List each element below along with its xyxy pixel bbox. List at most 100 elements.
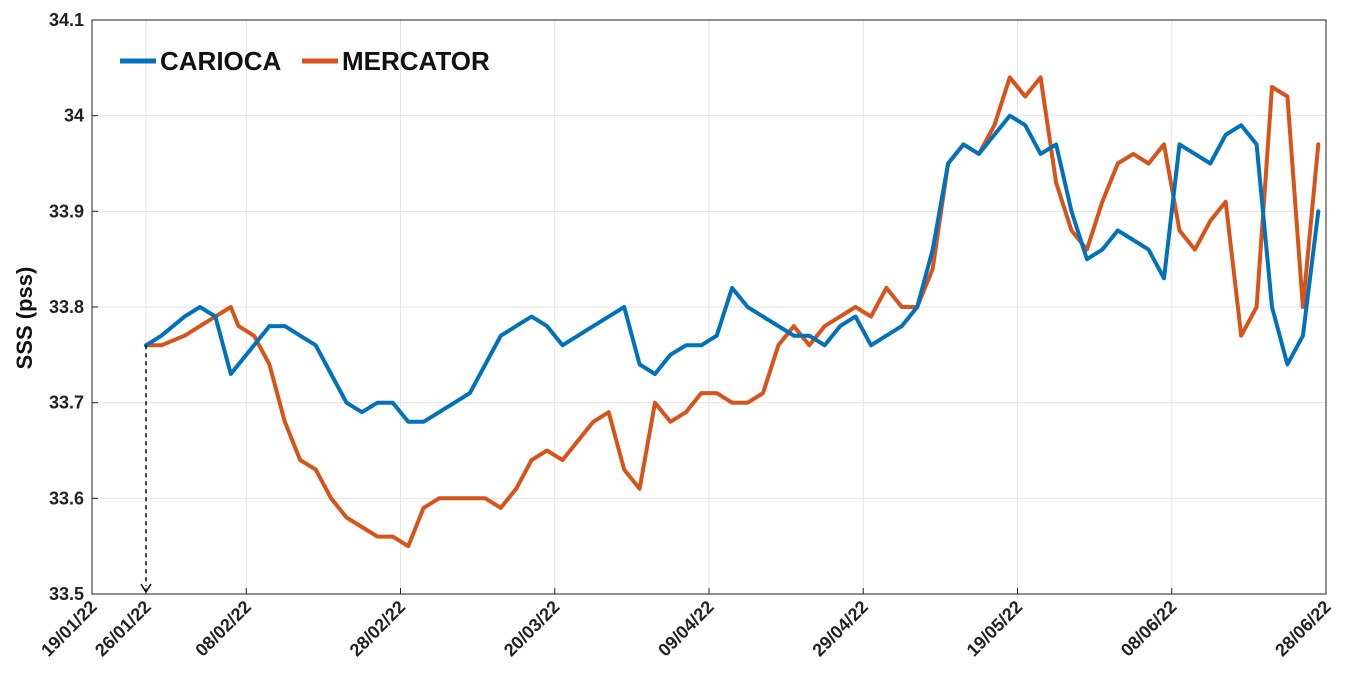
data-point-carioca xyxy=(854,315,857,319)
series-line-mercator xyxy=(144,75,1321,549)
x-tick-label: 09/04/22 xyxy=(654,597,718,661)
y-tick-label: 34 xyxy=(64,106,84,126)
data-point-mercator xyxy=(437,496,441,500)
data-point-mercator xyxy=(545,449,549,452)
data-point-mercator xyxy=(1270,85,1274,89)
data-point-mercator xyxy=(715,391,719,395)
data-point-mercator xyxy=(869,315,873,319)
data-point-carioca xyxy=(1208,162,1212,165)
data-point-carioca xyxy=(406,420,410,424)
data-point-carioca xyxy=(183,315,187,319)
data-point-carioca xyxy=(776,324,780,328)
data-point-mercator xyxy=(1100,200,1104,204)
data-point-carioca xyxy=(1224,133,1228,137)
data-point-carioca xyxy=(499,334,503,338)
series-lines xyxy=(144,75,1321,549)
data-point-mercator xyxy=(776,343,780,347)
data-point-carioca xyxy=(229,372,233,376)
data-point-carioca xyxy=(159,334,163,338)
data-point-mercator xyxy=(1301,305,1305,309)
data-point-carioca xyxy=(1270,305,1274,309)
data-point-carioca xyxy=(730,286,734,290)
data-point-carioca xyxy=(1116,229,1120,232)
data-point-mercator xyxy=(406,544,410,548)
data-point-carioca xyxy=(213,315,217,319)
data-point-mercator xyxy=(1039,75,1043,79)
data-point-mercator xyxy=(807,343,811,347)
data-point-carioca xyxy=(962,142,965,146)
y-tick-label: 33.7 xyxy=(49,393,84,413)
y-tick-label: 33.9 xyxy=(49,201,84,221)
x-tick-label: 20/03/22 xyxy=(500,597,564,661)
data-point-mercator xyxy=(183,334,187,338)
data-point-carioca xyxy=(838,324,842,328)
data-point-carioca xyxy=(884,334,888,338)
data-point-mercator xyxy=(992,123,996,127)
data-point-carioca xyxy=(761,315,765,319)
data-point-carioca xyxy=(545,324,549,328)
data-point-mercator xyxy=(699,391,703,395)
data-point-carioca xyxy=(900,324,904,328)
data-point-mercator xyxy=(1285,95,1289,98)
data-point-mercator xyxy=(838,315,842,319)
data-point-mercator xyxy=(576,439,580,443)
data-point-carioca xyxy=(422,420,426,424)
data-point-carioca xyxy=(1239,123,1243,127)
data-point-mercator xyxy=(1131,152,1135,156)
data-point-mercator xyxy=(622,468,626,472)
x-tick-label: 19/05/22 xyxy=(963,597,1027,661)
legend: CARIOCA MERCATOR xyxy=(120,46,490,76)
data-point-carioca xyxy=(1255,142,1259,146)
data-point-mercator xyxy=(561,458,564,462)
data-point-mercator xyxy=(283,420,287,424)
data-point-carioca xyxy=(1162,276,1166,280)
data-point-mercator xyxy=(684,410,688,414)
data-point-carioca xyxy=(792,334,796,338)
annotation-arrowhead xyxy=(140,583,152,594)
legend-label-mercator: MERCATOR xyxy=(342,46,490,76)
data-point-carioca xyxy=(699,343,703,347)
axis-ticks: 33.5 33.6 33.7 33.8 33.9 34 34.1 19/01/2226/01/… xyxy=(37,10,1335,660)
data-point-carioca xyxy=(715,334,719,338)
data-point-mercator xyxy=(607,410,611,414)
data-point-carioca xyxy=(1100,248,1104,252)
data-point-mercator xyxy=(1255,305,1259,309)
data-point-mercator xyxy=(237,324,240,328)
data-point-mercator xyxy=(530,458,534,462)
data-point-mercator xyxy=(1178,229,1181,232)
data-point-carioca xyxy=(237,362,240,366)
data-point-carioca xyxy=(823,343,827,347)
y-tick-label: 33.8 xyxy=(49,297,84,317)
data-point-mercator xyxy=(422,506,426,510)
data-point-mercator xyxy=(453,496,456,500)
data-point-mercator xyxy=(854,305,857,309)
data-point-carioca xyxy=(1301,334,1305,338)
data-point-carioca xyxy=(1316,209,1320,213)
data-point-mercator xyxy=(252,334,256,338)
data-point-mercator xyxy=(298,458,302,462)
data-point-carioca xyxy=(1023,123,1027,127)
data-point-mercator xyxy=(391,535,395,539)
x-tick-label: 08/06/22 xyxy=(1117,597,1181,661)
data-point-carioca xyxy=(668,353,672,357)
data-point-carioca xyxy=(360,410,364,414)
data-point-mercator xyxy=(1070,229,1073,232)
data-point-mercator xyxy=(360,525,364,529)
data-point-carioca xyxy=(1285,362,1289,366)
data-point-mercator xyxy=(1147,162,1151,165)
data-point-mercator xyxy=(1239,334,1243,338)
data-point-carioca xyxy=(329,372,333,376)
data-point-mercator xyxy=(792,324,796,328)
data-point-mercator xyxy=(1224,200,1228,204)
data-point-carioca xyxy=(391,401,395,405)
data-point-carioca xyxy=(992,133,996,137)
data-point-carioca xyxy=(869,343,873,347)
x-tick-label: 28/02/22 xyxy=(346,597,410,661)
data-point-mercator xyxy=(1208,219,1212,223)
data-point-mercator xyxy=(514,487,518,491)
data-point-mercator xyxy=(1193,248,1197,252)
data-point-carioca xyxy=(298,334,302,338)
data-point-carioca xyxy=(1085,257,1089,261)
data-point-mercator xyxy=(329,496,333,500)
data-point-mercator xyxy=(499,506,503,510)
